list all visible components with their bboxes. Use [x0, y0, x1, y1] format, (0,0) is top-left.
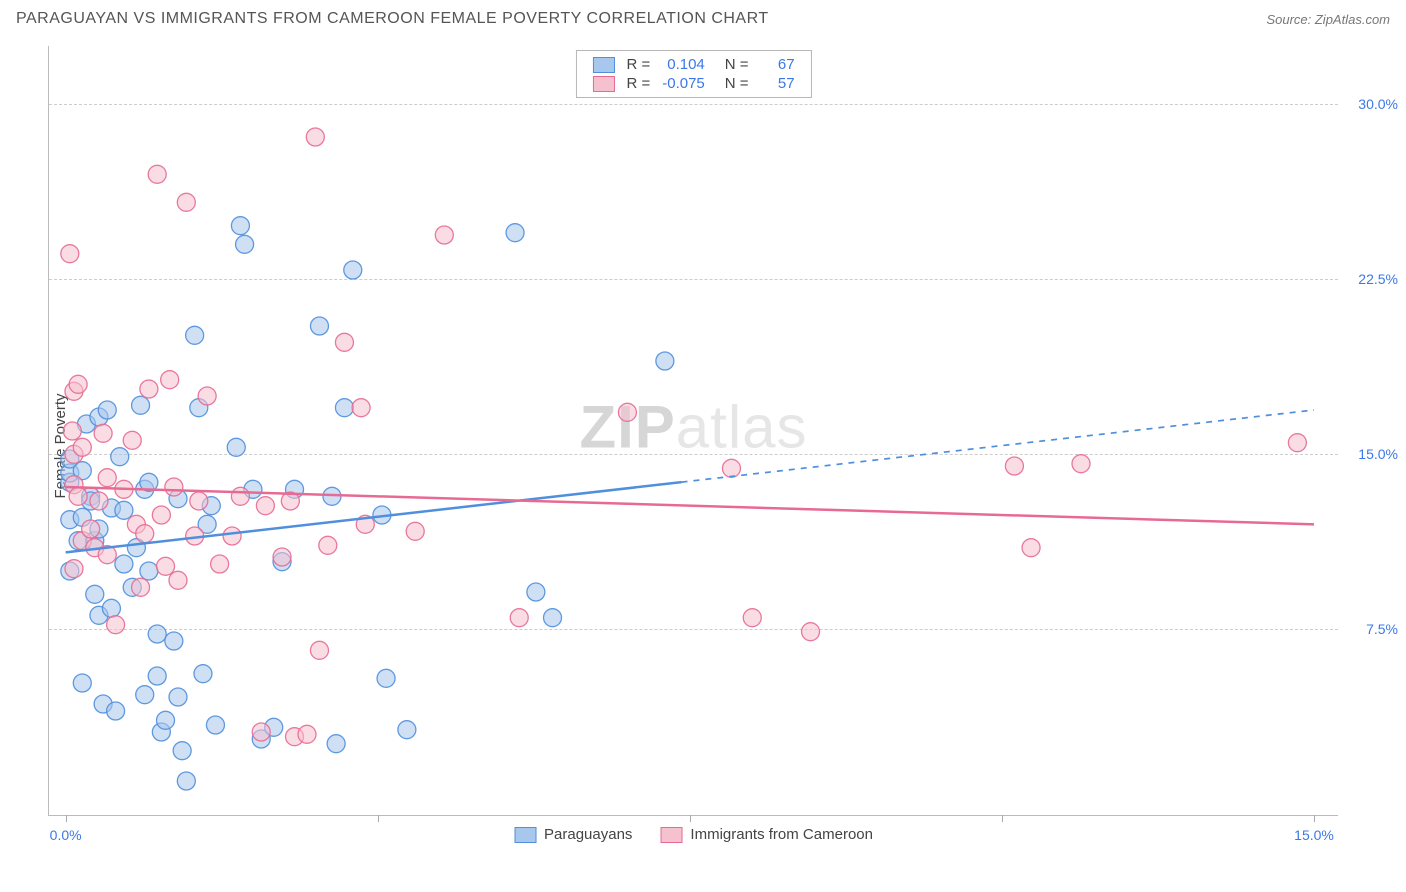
correlation-legend: R =0.104N =67R =-0.075N =57 — [575, 50, 811, 98]
scatter-svg — [49, 46, 1338, 815]
y-tick-label: 15.0% — [1343, 446, 1398, 462]
chart-title: PARAGUAYAN VS IMMIGRANTS FROM CAMEROON F… — [16, 10, 769, 28]
x-tick-label: 15.0% — [1294, 827, 1334, 843]
x-tick-label: 0.0% — [50, 827, 82, 843]
y-tick-label: 7.5% — [1343, 621, 1398, 637]
series-legend: Paraguayans Immigrants from Cameroon — [514, 826, 873, 843]
chart-plot-area: ZIPatlas R =0.104N =67R =-0.075N =57 Par… — [48, 46, 1338, 816]
legend-item: Paraguayans — [514, 826, 632, 843]
source-attribution: Source: ZipAtlas.com — [1266, 12, 1390, 27]
y-tick-label: 22.5% — [1343, 271, 1398, 287]
y-tick-label: 30.0% — [1343, 96, 1398, 112]
legend-item: Immigrants from Cameroon — [660, 826, 873, 843]
